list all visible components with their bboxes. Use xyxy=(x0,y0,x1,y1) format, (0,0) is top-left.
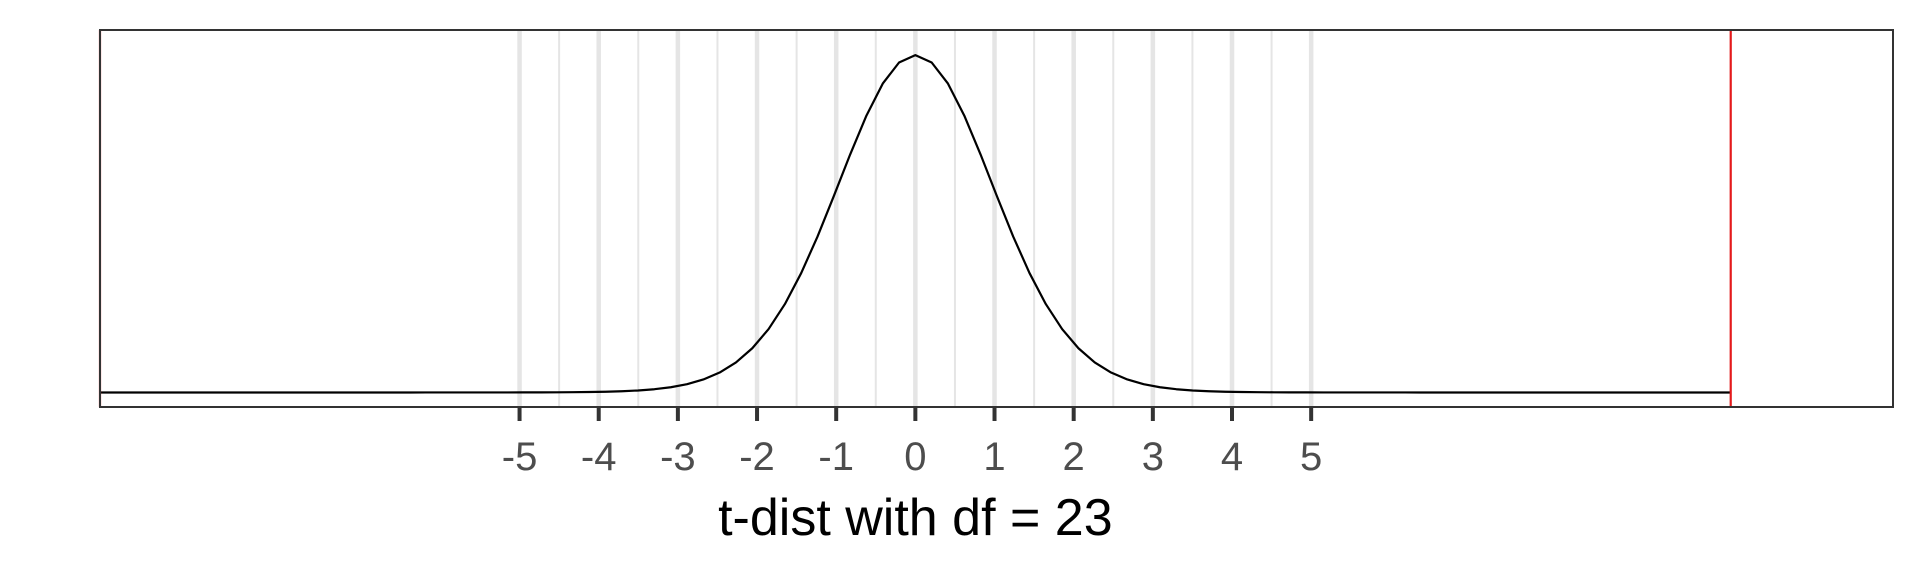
x-tick-label: -3 xyxy=(660,435,696,479)
x-tick-label: 1 xyxy=(983,435,1005,479)
x-tick-label: -4 xyxy=(581,435,617,479)
x-tick-label: 4 xyxy=(1221,435,1243,479)
grid-layer xyxy=(517,30,1314,407)
density-curve xyxy=(100,54,1731,394)
x-tick-label: 0 xyxy=(904,435,926,479)
x-axis: -5 -4 -3 -2 -1 0 1 2 3 4 5 xyxy=(502,407,1322,479)
x-tick-label: 2 xyxy=(1063,435,1085,479)
x-tick-label: 5 xyxy=(1300,435,1322,479)
x-tick-label: -2 xyxy=(739,435,775,479)
x-tick-label: 3 xyxy=(1142,435,1164,479)
x-tick-label: -1 xyxy=(818,435,854,479)
x-axis-title: t-dist with df = 23 xyxy=(718,489,1113,547)
x-tick-label: -5 xyxy=(502,435,538,479)
